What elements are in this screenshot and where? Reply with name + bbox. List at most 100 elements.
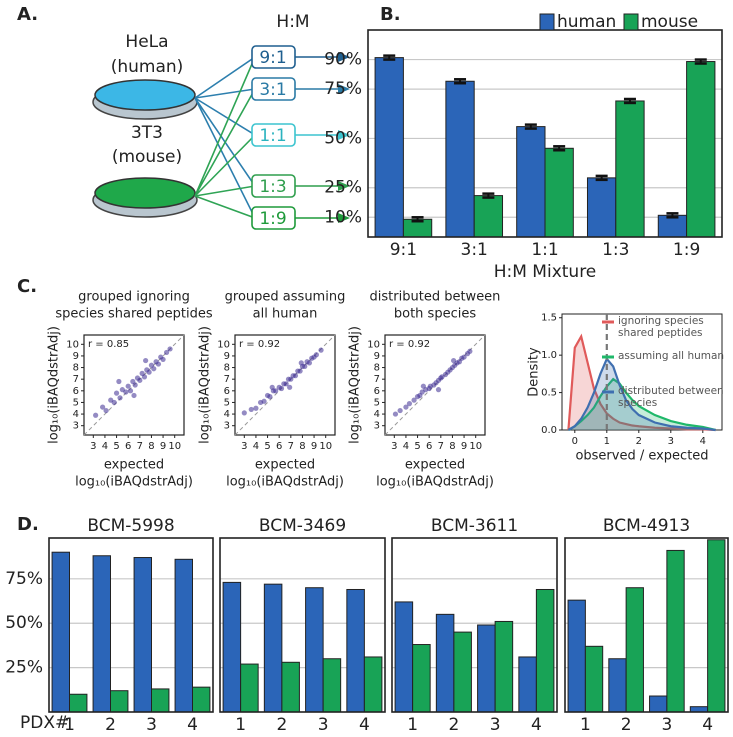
y-tick-label: 25%: [324, 178, 362, 198]
bar: [51, 551, 70, 713]
chart-title: all human: [253, 307, 318, 322]
bar: [453, 631, 472, 713]
bar: [608, 658, 627, 713]
legend-label: assuming all human: [618, 350, 725, 362]
point: [267, 394, 273, 400]
bar: [445, 80, 475, 238]
chart-title: grouped ignoring: [78, 290, 190, 305]
x-tick-label: 5: [414, 441, 420, 452]
point: [297, 368, 303, 374]
x-tick-label: 2: [636, 436, 642, 447]
bar: [92, 555, 111, 713]
dish-label: 3T3: [131, 123, 163, 143]
error-bar: [454, 78, 467, 85]
dish-medium: [94, 177, 196, 209]
chart-title: species shared peptides: [55, 307, 213, 322]
y-tick-label: 7: [374, 374, 380, 385]
x-tick-label: 3: [146, 715, 157, 735]
point: [406, 401, 413, 407]
x-tick-label: 1: [580, 715, 591, 735]
x-tick-label: 8: [299, 441, 305, 452]
x-axis-label: expected: [104, 458, 164, 473]
bar: [516, 126, 546, 238]
x-tick-label: 4: [403, 441, 409, 452]
error-bar: [524, 123, 537, 130]
x-axis-label: expected: [405, 458, 465, 473]
x-tick-label: 3: [318, 715, 329, 735]
x-tick-label: 5: [113, 441, 119, 452]
x-tick-label: 2: [276, 715, 287, 735]
x-tick-label: 4: [102, 441, 108, 452]
bar: [281, 661, 300, 713]
y-tick-label: 6: [224, 386, 230, 397]
error-bar: [666, 212, 679, 219]
bar: [133, 557, 152, 713]
point: [392, 411, 399, 417]
bar: [586, 177, 617, 238]
x-tick-label: 3: [661, 715, 672, 735]
x-tick-label: 6: [125, 441, 131, 452]
plot-frame: [561, 313, 723, 431]
point: [241, 410, 247, 416]
error-bar: [383, 54, 396, 61]
bar: [222, 581, 242, 713]
bar: [110, 690, 129, 713]
y-tick-label: 90%: [324, 50, 362, 70]
legend-entry: distributed between species: [618, 385, 724, 409]
x-tick-label: 1:3: [602, 240, 629, 260]
point: [318, 347, 324, 353]
mouse-connectors: [194, 56, 256, 219]
y-tick-label: 10: [367, 339, 380, 350]
y-tick-label: 0.5: [541, 388, 557, 399]
y-axis-label: log₁₀(iBAQdstrAdj): [198, 326, 213, 444]
point: [411, 397, 417, 403]
point: [306, 360, 313, 366]
x-tick-label: 3:1: [461, 240, 488, 260]
y-tick-label: 1.0: [541, 350, 557, 361]
arrow-head: [338, 130, 350, 140]
bar: [240, 663, 259, 713]
bar-chart: 1 2 3 4 BCM-3611: [391, 516, 558, 735]
chart-title: BCM-5998: [87, 516, 174, 536]
point: [116, 378, 122, 385]
panel-label: D.: [17, 514, 39, 535]
x-tick-label: 4: [702, 715, 713, 735]
x-tick-label: 3: [241, 441, 247, 452]
y-tick-label: 10: [66, 339, 79, 350]
y-tick-label: 5: [224, 397, 230, 408]
mixture-label: 9:1: [259, 48, 286, 68]
y-tick-label: 9: [374, 351, 380, 362]
bar: [584, 645, 604, 713]
bar: [151, 688, 170, 713]
point: [117, 395, 123, 401]
bar: [657, 214, 688, 238]
y-tick-label: 25%: [5, 658, 43, 678]
x-tick-label: 4: [187, 715, 198, 735]
y-tick-label: 6: [374, 386, 380, 397]
x-tick-label: 9: [311, 441, 317, 452]
error-bar: [694, 58, 707, 65]
plot-frame: [564, 537, 729, 713]
bar: [69, 693, 88, 713]
legend-swatch: [623, 13, 639, 31]
bar: [567, 599, 586, 713]
error-bar: [623, 97, 636, 105]
x-tick-label: 4: [359, 715, 370, 735]
point: [403, 404, 409, 410]
x-tick-label: 10: [168, 441, 181, 452]
legend-label: mouse: [641, 12, 698, 32]
connectors: [194, 56, 256, 219]
point: [141, 374, 148, 380]
error-bar: [553, 145, 566, 152]
point: [103, 407, 109, 414]
point: [113, 390, 120, 396]
y-axis-label: log₁₀(iBAQdstrAdj): [47, 326, 62, 444]
bar-chart: 1 2 3 4 BCM-4913: [564, 516, 729, 735]
x-tick-label: 3: [490, 715, 501, 735]
panel-label: B.: [380, 4, 401, 25]
point: [100, 404, 106, 410]
panel-label: A.: [17, 4, 38, 25]
bar: [686, 61, 716, 238]
point: [167, 346, 173, 352]
y-tick-label: 8: [374, 363, 380, 374]
